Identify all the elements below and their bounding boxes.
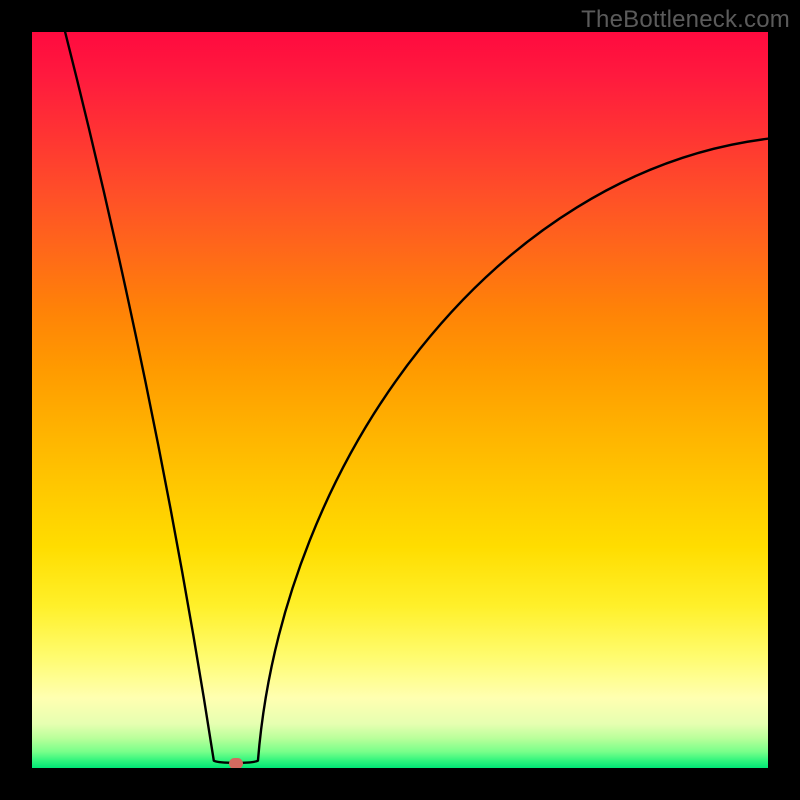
bottleneck-curve — [32, 32, 768, 768]
trough-marker — [229, 758, 243, 768]
plot-area — [32, 32, 768, 768]
watermark-text: TheBottleneck.com — [581, 6, 790, 34]
curve-path — [65, 32, 768, 763]
